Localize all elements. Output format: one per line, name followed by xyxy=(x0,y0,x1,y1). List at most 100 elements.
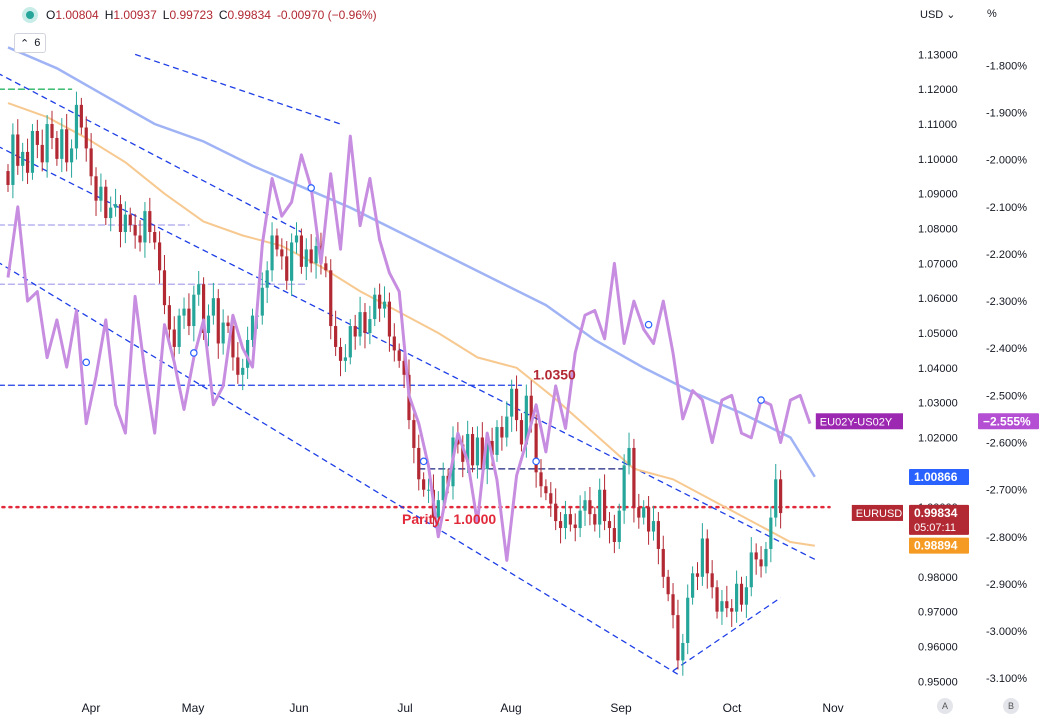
candle-body-93 xyxy=(461,444,465,462)
x-tick-sep: Sep xyxy=(610,701,632,715)
live-dot xyxy=(26,11,34,19)
candle-body-102 xyxy=(505,416,509,438)
candle-body-45 xyxy=(226,322,230,327)
auto-scale-button[interactable]: A xyxy=(937,698,953,714)
candle-body-18 xyxy=(94,176,98,201)
currency-label: USD xyxy=(920,9,944,21)
high-value: 1.00937 xyxy=(113,8,157,22)
trendline-0 xyxy=(0,73,302,233)
series-label-0: EU02Y-US02Y xyxy=(820,416,893,428)
candle-body-52 xyxy=(260,287,264,316)
candle-body-74 xyxy=(368,319,372,334)
spread-tick-10: -2.800% xyxy=(986,532,1027,544)
candle-body-5 xyxy=(30,131,35,173)
candle-body-58 xyxy=(290,242,294,281)
ma50-line xyxy=(7,102,815,547)
candle-body-68 xyxy=(338,346,343,361)
candle-body-83 xyxy=(412,420,416,448)
candle-body-14 xyxy=(74,104,79,149)
candle-body-46 xyxy=(231,326,235,358)
candle-body-84 xyxy=(417,447,421,480)
candle-body-95 xyxy=(470,434,475,466)
candle-body-48 xyxy=(241,367,245,375)
candle-body-119 xyxy=(588,500,592,515)
close-label: C xyxy=(218,8,228,22)
level-label-5: Parity - 1.0000 xyxy=(402,511,496,527)
chevron-down-icon: ⌄ xyxy=(946,9,956,21)
candle-body-98 xyxy=(485,440,489,469)
spread-marker-5 xyxy=(644,320,653,329)
candle-body-44 xyxy=(221,322,225,344)
candle-body-115 xyxy=(568,514,572,525)
x-tick-aug: Aug xyxy=(500,701,521,715)
axis-tag-bg-2 xyxy=(909,537,969,554)
candle-body-123 xyxy=(607,521,612,529)
candle-body-86 xyxy=(426,489,431,491)
candle-body-12 xyxy=(65,129,69,163)
candle-body-73 xyxy=(363,312,367,334)
countdown-text: 05:07:11 xyxy=(914,522,956,534)
candle-body-40 xyxy=(202,284,206,334)
candle-body-29 xyxy=(148,211,152,233)
candle-body-37 xyxy=(187,308,191,327)
annotations: 1.0350 Parity - 1.0000 xyxy=(82,184,765,527)
candle-body-89 xyxy=(441,475,445,501)
price-tick-4: 1.09000 xyxy=(918,189,958,201)
indicators-toggle-button[interactable]: ⌃ 6 xyxy=(14,33,47,53)
candle-body-121 xyxy=(598,489,602,525)
candle-body-99 xyxy=(490,440,494,455)
x-tick-nov: Nov xyxy=(822,701,843,715)
candle-body-78 xyxy=(387,301,392,337)
spread-tick-8: -2.600% xyxy=(986,438,1027,450)
candle-body-130 xyxy=(642,507,646,518)
candle-body-76 xyxy=(378,294,382,309)
x-tick-jul: Jul xyxy=(397,701,412,715)
series-label-1: EURUSD xyxy=(856,508,903,520)
candle-body-21 xyxy=(109,207,113,219)
candle-body-131 xyxy=(646,507,651,532)
candle-body-146 xyxy=(720,601,724,612)
axis-tag-text-1: 0.99834 xyxy=(914,506,958,520)
candle-body-30 xyxy=(153,232,157,243)
open-label: O xyxy=(46,8,56,22)
spread-line-path xyxy=(6,134,812,562)
candle-body-13 xyxy=(69,148,74,163)
spread-marker-4 xyxy=(532,457,540,466)
candle-body-59 xyxy=(294,235,299,243)
candle-body-43 xyxy=(216,298,220,344)
candle-body-65 xyxy=(324,263,328,271)
low-label: L xyxy=(162,8,170,22)
price-tick-18: 0.95000 xyxy=(918,676,958,688)
candle-body-136 xyxy=(671,594,675,616)
candle-body-53 xyxy=(265,270,269,288)
currency-selector[interactable]: USD ⌄ xyxy=(920,8,956,21)
candle-body-31 xyxy=(157,242,162,271)
candle-body-141 xyxy=(695,573,700,577)
candle-body-60 xyxy=(299,235,303,267)
x-tick-oct: Oct xyxy=(723,701,742,715)
spread-tick-9: -2.700% xyxy=(986,485,1027,497)
log-scale-button[interactable]: B xyxy=(1003,698,1019,714)
candle-body-152 xyxy=(749,552,753,588)
spread-tick-13: -3.100% xyxy=(986,673,1027,685)
candle-body-9 xyxy=(50,124,54,138)
candle-body-81 xyxy=(402,360,406,375)
price-tick-2: 1.11000 xyxy=(918,119,957,131)
candle-body-94 xyxy=(466,434,470,462)
candle-body-26 xyxy=(133,225,137,236)
candle-body-2 xyxy=(16,134,20,166)
candle-body-139 xyxy=(686,597,690,643)
candle-body-108 xyxy=(534,423,538,473)
candle-body-85 xyxy=(422,479,426,490)
price-tick-8: 1.05000 xyxy=(918,328,958,340)
axis-tags: 1.00866 0.99834 05:07:11 0.98894 −2.555% EU02… xyxy=(815,413,1039,554)
candle-body-62 xyxy=(309,249,313,264)
candle-body-8 xyxy=(45,124,49,163)
candle-body-35 xyxy=(177,315,181,347)
trendline-4 xyxy=(672,597,781,672)
candle-body-77 xyxy=(382,301,387,309)
candle-body-143 xyxy=(705,538,709,574)
price-tick-3: 1.10000 xyxy=(918,154,958,166)
price-tick-7: 1.06000 xyxy=(918,293,958,305)
